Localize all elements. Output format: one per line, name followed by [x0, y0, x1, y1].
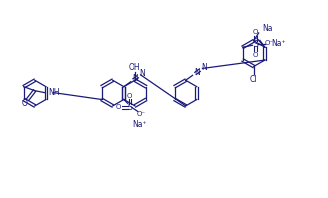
Text: O⁻: O⁻	[265, 40, 274, 46]
Text: OH: OH	[129, 63, 141, 72]
Text: Na⁺: Na⁺	[132, 120, 147, 129]
Text: O: O	[253, 52, 258, 58]
Text: Na⁺: Na⁺	[271, 39, 285, 48]
Text: N: N	[140, 69, 145, 78]
Text: N: N	[201, 63, 207, 72]
Text: O⁻: O⁻	[137, 111, 146, 117]
Text: S: S	[253, 40, 258, 49]
Text: S: S	[127, 103, 132, 112]
Text: O: O	[22, 99, 28, 108]
Text: NH: NH	[49, 88, 60, 97]
Text: O: O	[115, 104, 121, 110]
Text: N: N	[195, 68, 200, 77]
Text: N: N	[133, 74, 138, 83]
Text: O: O	[253, 30, 258, 35]
Text: Na: Na	[263, 25, 273, 33]
Text: Cl: Cl	[250, 75, 257, 84]
Text: O: O	[127, 92, 133, 99]
